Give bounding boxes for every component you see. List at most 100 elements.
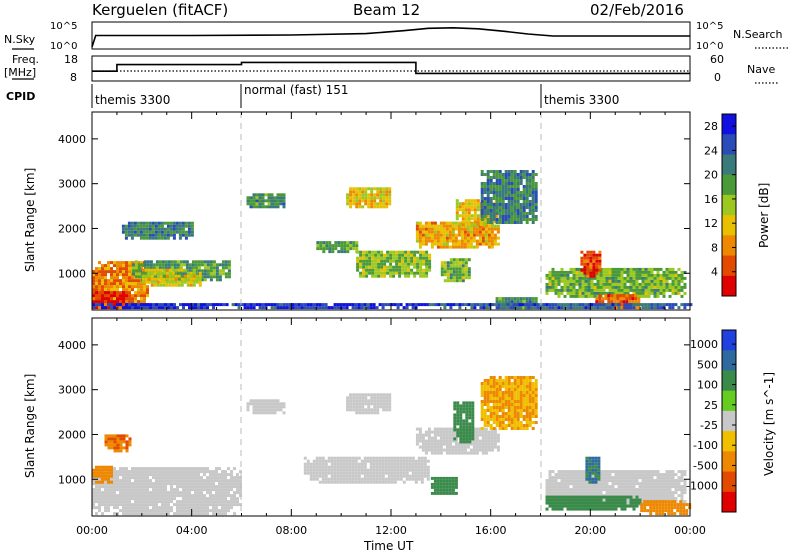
heatmap-cell — [446, 279, 450, 283]
heatmap-cell — [375, 468, 379, 472]
heatmap-cell — [449, 276, 453, 280]
heatmap-cell — [436, 485, 440, 489]
heatmap-cell — [383, 265, 387, 269]
heatmap-cell — [420, 465, 424, 469]
heatmap-cell — [249, 402, 253, 406]
heatmap-cell — [433, 439, 437, 443]
heatmap-cell — [457, 230, 461, 234]
heatmap-cell — [455, 211, 459, 215]
heatmap-cell — [528, 379, 532, 382]
heatmap-cell — [531, 376, 535, 379]
heatmap-cell — [209, 500, 212, 504]
heatmap-cell — [492, 218, 496, 221]
heatmap-cell — [363, 306, 367, 310]
heatmap-cell — [592, 259, 596, 263]
heatmap-cell — [596, 285, 600, 289]
heatmap-cell — [150, 268, 154, 272]
heatmap-cell — [381, 306, 385, 310]
heatmap-cell — [321, 456, 325, 460]
heatmap-cell — [92, 297, 95, 301]
heatmap-cell — [306, 471, 310, 475]
heatmap-cell — [662, 294, 666, 298]
heatmap-cell — [95, 500, 98, 504]
heatmap-cell — [119, 285, 122, 289]
heatmap-cell — [614, 303, 618, 307]
heatmap-cell — [206, 263, 210, 267]
heatmap-cell — [504, 215, 508, 218]
heatmap-cell — [371, 253, 375, 257]
heatmap-cell — [469, 451, 473, 455]
heatmap-cell — [221, 491, 224, 495]
heatmap-cell — [516, 176, 520, 179]
heatmap-cell — [146, 509, 149, 513]
heatmap-cell — [172, 221, 176, 225]
heatmap-cell — [355, 196, 359, 200]
heatmap-cell — [452, 279, 456, 283]
heatmap-cell — [119, 264, 122, 268]
heatmap-cell — [142, 224, 146, 228]
heatmap-cell — [185, 260, 189, 264]
heatmap-cell — [461, 217, 465, 221]
heatmap-cell — [433, 242, 437, 246]
heatmap-cell — [575, 270, 579, 274]
heatmap-cell — [130, 230, 134, 234]
heatmap-cell — [373, 396, 377, 400]
heatmap-cell — [368, 259, 372, 263]
heatmap-cell — [155, 306, 158, 310]
heatmap-cell — [470, 306, 474, 310]
heatmap-cell — [383, 262, 387, 266]
heatmap-cell — [580, 262, 584, 266]
heatmap-cell — [554, 303, 558, 307]
heatmap-cell — [560, 491, 564, 495]
heatmap-cell — [452, 273, 456, 277]
heatmap-cell — [366, 471, 370, 475]
heatmap-cell — [464, 273, 468, 277]
heatmap-cell — [119, 488, 122, 492]
heatmap-cell — [390, 468, 394, 472]
heatmap-cell — [113, 264, 116, 268]
heatmap-cell — [404, 253, 408, 257]
heatmap-cell — [515, 303, 519, 307]
heatmap-cell — [650, 279, 654, 283]
cpid-row: CPID themis 3300 normal (fast) 151 themi… — [6, 83, 619, 108]
heatmap-cell — [519, 206, 523, 209]
heatmap-cell — [510, 191, 514, 194]
heatmap-cell — [495, 212, 499, 215]
heatmap-cell — [560, 288, 564, 292]
heatmap-cell — [487, 430, 491, 434]
heatmap-cell — [572, 276, 576, 280]
heatmap-cell — [428, 262, 432, 266]
heatmap-cell — [563, 285, 567, 289]
heatmap-cell — [486, 415, 490, 418]
heatmap-cell — [626, 267, 630, 271]
heatmap-cell — [490, 242, 494, 246]
heatmap-cell — [404, 250, 408, 254]
heatmap-cell — [143, 266, 147, 270]
heatmap-cell — [194, 467, 197, 471]
heatmap-cell — [461, 303, 465, 307]
heatmap-cell — [446, 264, 450, 268]
heatmap-cell — [572, 282, 576, 286]
heatmap-cell — [125, 500, 128, 504]
heatmap-cell — [128, 476, 131, 480]
heatmap-cell — [384, 456, 388, 460]
heatmap-cell — [422, 274, 426, 278]
heatmap-cell — [98, 261, 101, 265]
heatmap-cell — [522, 388, 526, 391]
heatmap-cell — [392, 271, 396, 275]
heatmap-cell — [376, 202, 380, 206]
heatmap-cell — [584, 291, 588, 295]
heatmap-cell — [200, 497, 203, 501]
heatmap-cell — [613, 300, 617, 304]
heatmap-cell — [560, 482, 564, 486]
heatmap-cell — [492, 415, 496, 418]
heatmap-cell — [113, 446, 117, 450]
heatmap-cell — [345, 303, 349, 307]
heatmap-cell — [423, 459, 427, 463]
heatmap-cell — [209, 260, 213, 264]
heatmap-cell — [125, 279, 128, 283]
heatmap-cell — [554, 476, 558, 480]
heatmap-cell — [95, 485, 98, 489]
heatmap-cell — [104, 440, 108, 444]
heatmap-cell — [155, 488, 158, 492]
